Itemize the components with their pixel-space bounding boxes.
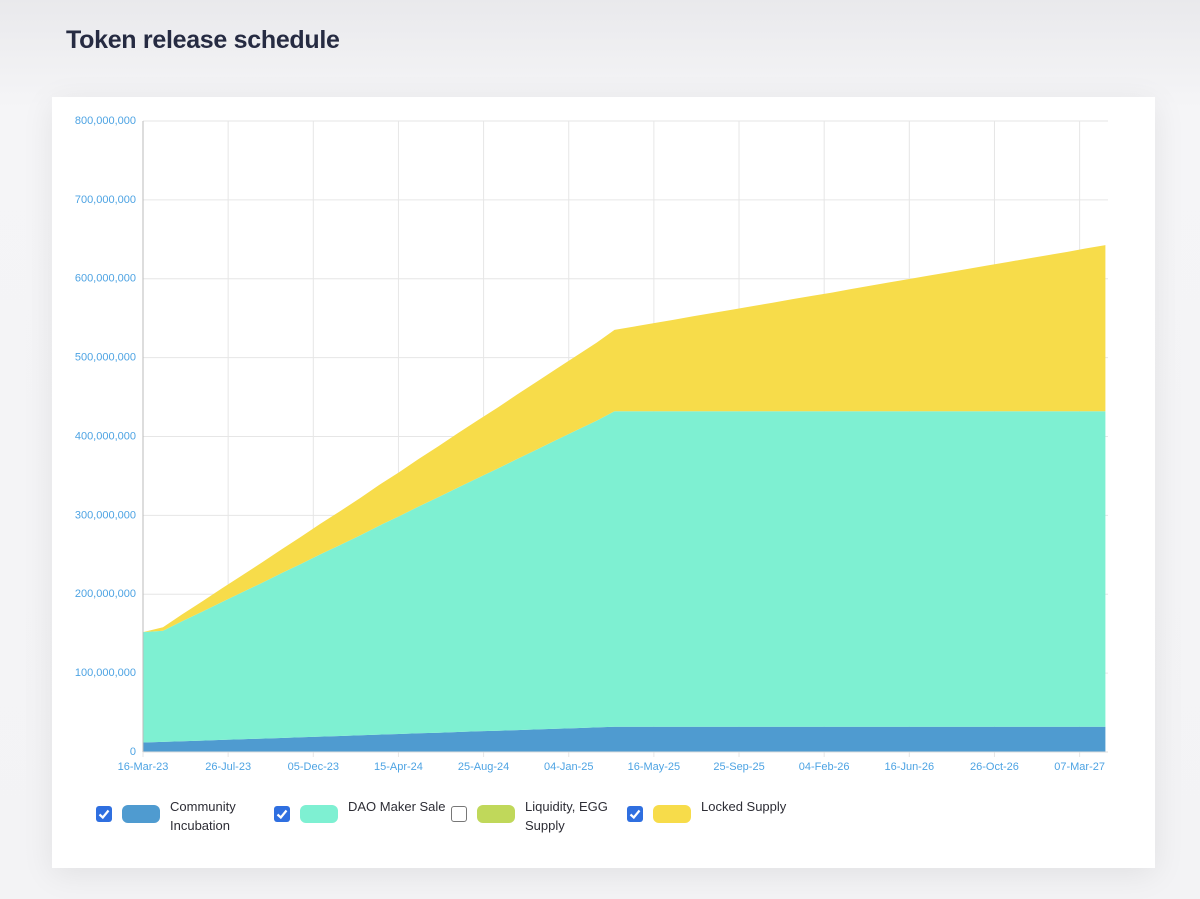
y-tick-label: 800,000,000 <box>75 115 136 127</box>
legend-label: DAO Maker Sale <box>348 799 446 814</box>
legend-checkbox[interactable] <box>96 806 112 822</box>
y-tick-label: 400,000,000 <box>75 430 136 442</box>
y-tick-label: 200,000,000 <box>75 588 136 600</box>
x-tick-label: 15-Apr-24 <box>374 761 423 773</box>
x-tick-label: 07-Mar-27 <box>1054 761 1105 773</box>
x-tick-label: 25-Aug-24 <box>458 761 509 773</box>
legend-label: Locked Supply <box>701 799 787 814</box>
check-icon <box>629 809 641 820</box>
x-tick-label: 16-Mar-23 <box>118 761 169 773</box>
y-tick-label: 0 <box>130 746 136 758</box>
y-tick-label: 300,000,000 <box>75 509 136 521</box>
y-tick-label: 700,000,000 <box>75 194 136 206</box>
legend-checkbox[interactable] <box>274 806 290 822</box>
x-tick-label: 26-Jul-23 <box>205 761 251 773</box>
x-tick-label: 25-Sep-25 <box>713 761 764 773</box>
legend-checkbox[interactable] <box>627 806 643 822</box>
legend-swatch <box>477 805 515 823</box>
check-icon <box>98 809 110 820</box>
page-title: Token release schedule <box>66 26 340 54</box>
x-tick-label: 26-Oct-26 <box>970 761 1019 773</box>
legend-swatch <box>653 805 691 823</box>
chart-card: 0 100,000,000 200,000,000 300,000,000 400,00… <box>52 97 1155 868</box>
y-tick-label: 100,000,000 <box>75 667 136 679</box>
check-icon <box>276 809 288 820</box>
x-tick-label: 05-Dec-23 <box>288 761 339 773</box>
y-tick-label: 600,000,000 <box>75 273 136 285</box>
legend-label: Community Incubation <box>170 799 236 833</box>
legend-swatch <box>122 805 160 823</box>
area <box>143 245 1106 633</box>
x-tick-label: 16-Jun-26 <box>885 761 935 773</box>
legend-swatch <box>300 805 338 823</box>
legend-label: Liquidity, EGG Supply <box>525 799 608 833</box>
legend-checkbox[interactable] <box>451 806 467 822</box>
area <box>143 411 1106 743</box>
x-tick-label: 04-Feb-26 <box>799 761 850 773</box>
y-tick-label: 500,000,000 <box>75 352 136 364</box>
area <box>143 726 1106 752</box>
x-tick-label: 04-Jan-25 <box>544 761 594 773</box>
x-tick-label: 16-May-25 <box>628 761 681 773</box>
chart: 0 100,000,000 200,000,000 300,000,000 400,00… <box>75 115 1108 773</box>
